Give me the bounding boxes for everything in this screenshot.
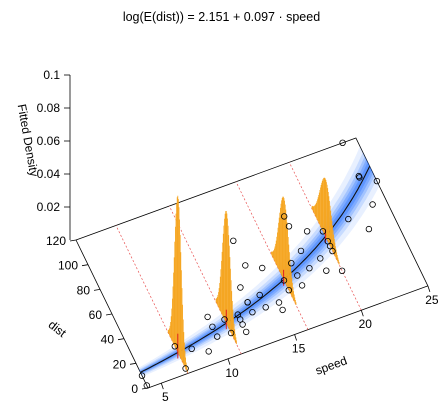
data-point xyxy=(259,264,266,272)
fitted-surface-band xyxy=(138,152,377,376)
data-point xyxy=(234,311,241,318)
data-point xyxy=(306,265,313,272)
data-point xyxy=(297,247,305,255)
data-point xyxy=(288,260,295,267)
x-tick xyxy=(160,382,164,390)
data-point xyxy=(204,313,211,321)
data-point xyxy=(373,177,381,185)
z-tick-label: 0.02 xyxy=(37,200,61,214)
data-point xyxy=(339,139,346,146)
y-tick-label: 100 xyxy=(58,259,78,273)
data-point xyxy=(319,228,327,235)
x-tick-label: 25 xyxy=(425,293,439,307)
data-point xyxy=(285,287,292,294)
x-tick xyxy=(360,310,364,317)
data-point xyxy=(345,215,352,223)
data-point xyxy=(239,321,246,328)
y-tick-label: 20 xyxy=(113,357,127,371)
data-point xyxy=(281,213,288,220)
data-point xyxy=(338,267,346,274)
x-tick-label: 10 xyxy=(225,366,239,380)
data-point xyxy=(188,345,195,352)
y-tick xyxy=(141,387,149,390)
guide-line-1 xyxy=(115,225,189,374)
z-tick-label: 0.1 xyxy=(43,68,60,82)
guide-line-2 xyxy=(168,205,242,355)
data-point xyxy=(242,328,250,336)
density-slice-3 xyxy=(270,196,297,305)
x-tick xyxy=(427,285,431,293)
x-axis-label: speed xyxy=(313,353,349,377)
data-point xyxy=(237,284,244,291)
y-tick xyxy=(81,264,89,267)
data-point xyxy=(279,306,286,314)
y-tick xyxy=(129,362,137,365)
z-tick-label: 0.06 xyxy=(37,134,61,148)
data-point xyxy=(230,237,237,244)
data-point xyxy=(205,348,212,355)
data-point xyxy=(256,291,263,299)
data-point xyxy=(298,282,306,289)
data-point xyxy=(324,237,331,245)
y-tick-label: 0 xyxy=(131,382,138,396)
x-tick xyxy=(294,334,297,341)
data-point xyxy=(244,299,251,306)
y-axis-label: dist xyxy=(46,317,70,340)
x-tick-label: 20 xyxy=(359,317,373,331)
data-point xyxy=(355,172,362,180)
data-point xyxy=(221,316,228,323)
data-point xyxy=(227,329,235,337)
data-point xyxy=(285,223,293,230)
chart-title: log(E(dist)) = 2.151 + 0.097 · speed xyxy=(122,10,321,24)
data-point xyxy=(294,272,301,279)
data-point xyxy=(280,277,288,284)
data-point xyxy=(242,262,249,269)
floor-outline xyxy=(75,137,429,287)
data-point xyxy=(182,365,189,372)
fitted-surface-band xyxy=(138,146,380,377)
guide-line-4 xyxy=(288,162,362,311)
x-tick xyxy=(227,358,231,365)
y-tick-label: 60 xyxy=(89,308,103,322)
data-point xyxy=(171,343,178,350)
data-point xyxy=(369,201,376,208)
data-point xyxy=(262,304,269,311)
z-tick-label: 0.08 xyxy=(37,101,61,115)
data-point xyxy=(323,267,330,274)
data-point xyxy=(275,299,283,306)
x-tick-label: 5 xyxy=(162,390,169,404)
y-tick xyxy=(105,313,113,316)
y-tick-label: 40 xyxy=(101,333,115,347)
data-point xyxy=(365,225,373,233)
x-tick-label: 15 xyxy=(292,342,306,356)
y-tick-label: 120 xyxy=(46,234,66,248)
data-point xyxy=(138,372,146,379)
y-tick xyxy=(69,239,77,242)
data-point xyxy=(303,228,311,235)
guide-line-3 xyxy=(235,181,309,330)
data-point xyxy=(329,247,336,255)
density-slice-2 xyxy=(215,211,237,345)
density-slice-4 xyxy=(311,177,340,265)
data-point xyxy=(209,323,216,330)
data-point xyxy=(249,309,256,316)
z-tick-label: 0.04 xyxy=(37,167,61,181)
density-slice-1 xyxy=(167,195,188,373)
y-tick xyxy=(117,338,125,341)
y-tick xyxy=(93,289,101,291)
data-point xyxy=(213,333,221,340)
data-point xyxy=(317,255,324,262)
y-tick-label: 80 xyxy=(77,283,91,297)
